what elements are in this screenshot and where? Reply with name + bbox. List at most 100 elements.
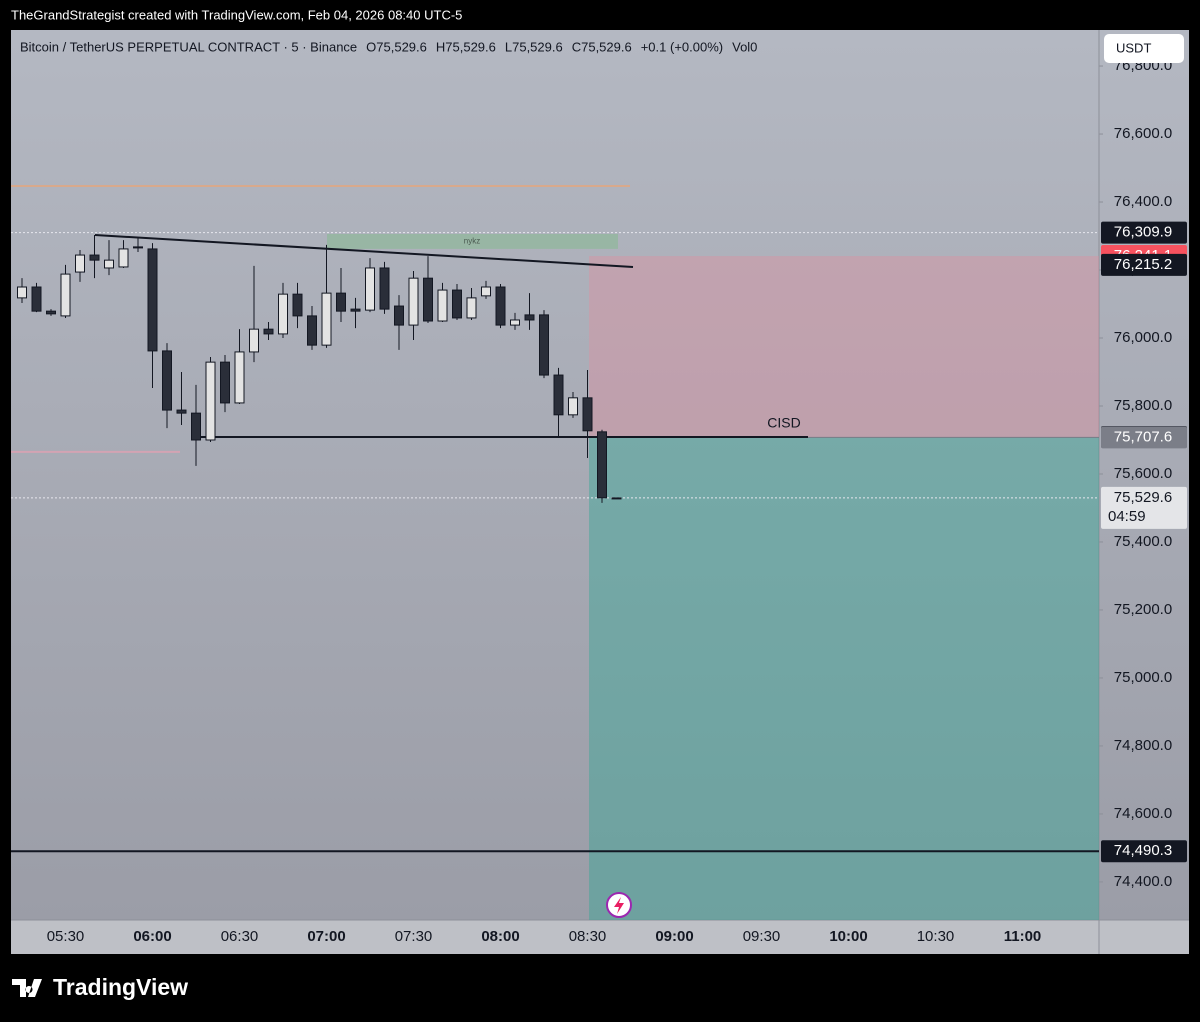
y-tick-label: 75,000.0 — [1114, 669, 1172, 686]
price-label: 75,529.6 — [1114, 489, 1172, 506]
y-tick-label: 76,400.0 — [1114, 193, 1172, 210]
candle-body — [394, 305, 404, 326]
candle-body — [321, 292, 332, 346]
candle-body — [292, 293, 303, 317]
price-label-bg — [1101, 253, 1187, 276]
cisd-label: CISD — [767, 415, 800, 431]
y-tick-label: 75,600.0 — [1114, 465, 1172, 482]
x-tick-label: 05:30 — [47, 928, 85, 945]
price-label-bg — [1101, 426, 1187, 449]
candle-body — [553, 374, 564, 416]
x-tick-label: 10:30 — [917, 928, 955, 945]
x-tick-label: 09:30 — [743, 928, 781, 945]
y-tick-label: 74,400.0 — [1114, 873, 1172, 890]
header-text: TheGrandStrategist created with TradingV… — [11, 7, 462, 22]
candle-body — [437, 289, 448, 322]
candle-body — [147, 248, 158, 352]
logo-text: TradingView — [53, 974, 188, 1000]
y-tick-label: 74,600.0 — [1114, 805, 1172, 822]
price-label: 76,215.2 — [1114, 256, 1172, 273]
candle-body — [495, 286, 506, 326]
legend: Bitcoin / TetherUS PERPETUAL CONTRACT · … — [20, 39, 757, 54]
candle-body — [423, 277, 433, 322]
candle-body — [17, 286, 27, 299]
candle-body — [350, 308, 361, 312]
currency[interactable]: USDT — [1116, 40, 1151, 55]
currency-bg[interactable] — [1104, 34, 1184, 63]
legend-item: O75,529.6 — [366, 39, 427, 54]
x-tick-label: 06:00 — [133, 928, 171, 945]
price-label: 74,490.3 — [1114, 842, 1172, 859]
candle-body — [234, 351, 245, 404]
candle-body — [162, 350, 172, 411]
candle-body — [249, 328, 259, 353]
plot: nykz CISD — [11, 185, 1099, 920]
candle-body — [278, 293, 288, 335]
candle-body — [408, 277, 419, 326]
x-tick-label: 06:30 — [221, 928, 259, 945]
legend-item: Vol0 — [732, 39, 757, 54]
candle-body — [191, 412, 201, 441]
alert-icon[interactable] — [606, 892, 632, 918]
legend-item: L75,529.6 — [505, 39, 563, 54]
candle-body — [597, 431, 607, 499]
candle-body — [466, 297, 477, 319]
x-tick-label: 07:30 — [395, 928, 433, 945]
candle-body — [205, 361, 216, 441]
logo-mark — [12, 979, 42, 997]
x-tick-label: 08:00 — [481, 928, 519, 945]
candle-body — [611, 497, 622, 500]
y-tick-label: 75,200.0 — [1114, 601, 1172, 618]
candle-body — [307, 315, 317, 346]
x-tick-label: 09:00 — [655, 928, 693, 945]
price-label-bg — [1101, 221, 1187, 244]
y-tick-label: 76,600.0 — [1114, 125, 1172, 142]
y-tick-label: 74,800.0 — [1114, 737, 1172, 754]
candle-body — [60, 273, 71, 317]
candle-body — [481, 286, 491, 297]
legend-item: +0.1 (+0.00%) — [641, 39, 723, 54]
trendline — [94, 233, 634, 268]
y-tick-label: 76,000.0 — [1114, 329, 1172, 346]
price-label: 75,707.6 — [1114, 428, 1172, 445]
alert-bolt[interactable] — [614, 897, 624, 914]
candle-body — [133, 246, 143, 249]
price-label-bg — [1101, 840, 1187, 863]
candle-body — [539, 314, 549, 376]
x-tick-label: 07:00 — [307, 928, 345, 945]
candle-body — [365, 267, 375, 311]
candle-body — [104, 259, 114, 269]
candle-body — [524, 314, 535, 321]
x-tick-label: 10:00 — [829, 928, 867, 945]
candle-body — [582, 397, 593, 432]
footer-logo: TradingView — [12, 974, 188, 1000]
candle-body — [220, 361, 230, 404]
candle-body — [118, 248, 129, 268]
time-axis — [11, 920, 1189, 954]
candle-body — [176, 409, 187, 414]
currency-button[interactable]: USDT — [1104, 34, 1184, 63]
candle-body — [31, 286, 42, 312]
stop-zone — [589, 256, 1099, 438]
legend-item: C75,529.6 — [572, 39, 632, 54]
candle-body — [379, 267, 390, 310]
x-tick-label: 08:30 — [569, 928, 607, 945]
candle-body — [568, 397, 578, 416]
price-label: 76,309.9 — [1114, 224, 1172, 241]
candle-body — [452, 289, 462, 319]
y-tick-label: 75,800.0 — [1114, 397, 1172, 414]
candle-body — [263, 328, 274, 335]
candle-body — [510, 319, 520, 326]
candle-body — [89, 254, 100, 261]
nykz-box — [327, 233, 618, 249]
target-zone — [589, 437, 1099, 920]
y-tick-label: 75,400.0 — [1114, 533, 1172, 550]
candle-body — [46, 310, 56, 315]
price-label-bg — [1101, 486, 1187, 529]
countdown: 04:59 — [1108, 508, 1146, 525]
candle-body — [75, 254, 85, 273]
candle-body — [336, 292, 346, 312]
legend-item: H75,529.6 — [436, 39, 496, 54]
nykz-label: nykz — [464, 237, 480, 246]
